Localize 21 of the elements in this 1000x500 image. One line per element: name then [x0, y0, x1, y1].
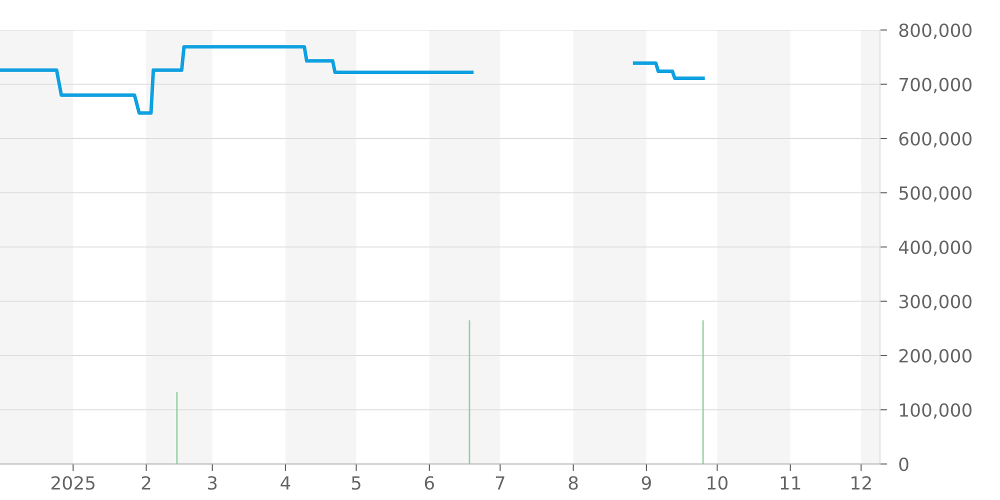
x-tick-label: 3 — [208, 476, 217, 490]
x-tick-label: 4 — [280, 476, 290, 490]
y-tick-label: 600,000 — [899, 132, 972, 148]
x-tick-label: 9 — [642, 476, 651, 490]
x-tick-label: 7 — [496, 476, 504, 490]
x-tick-label: 8 — [568, 476, 578, 490]
x-tick-label: 12 — [852, 476, 871, 490]
x-tick-label: 2 — [142, 476, 150, 490]
x-tick-label: 6 — [424, 476, 434, 490]
y-tick-label: 700,000 — [900, 78, 972, 94]
y-tick-label: 400,000 — [898, 240, 972, 256]
x-tick-label: 5 — [352, 476, 360, 490]
y-tick-label: 200,000 — [899, 348, 972, 364]
y-tick-label: 500,000 — [899, 186, 972, 202]
y-tick-label: 100,000 — [900, 403, 972, 419]
y-tick-label: 800,000 — [899, 23, 972, 39]
y-tick-label: 0 — [899, 457, 908, 472]
y-tick-label: 300,000 — [899, 294, 972, 310]
x-tick-label: 11 — [780, 476, 800, 490]
x-tick-label: 2025 — [51, 476, 95, 490]
x-tick-label: 10 — [708, 476, 728, 490]
